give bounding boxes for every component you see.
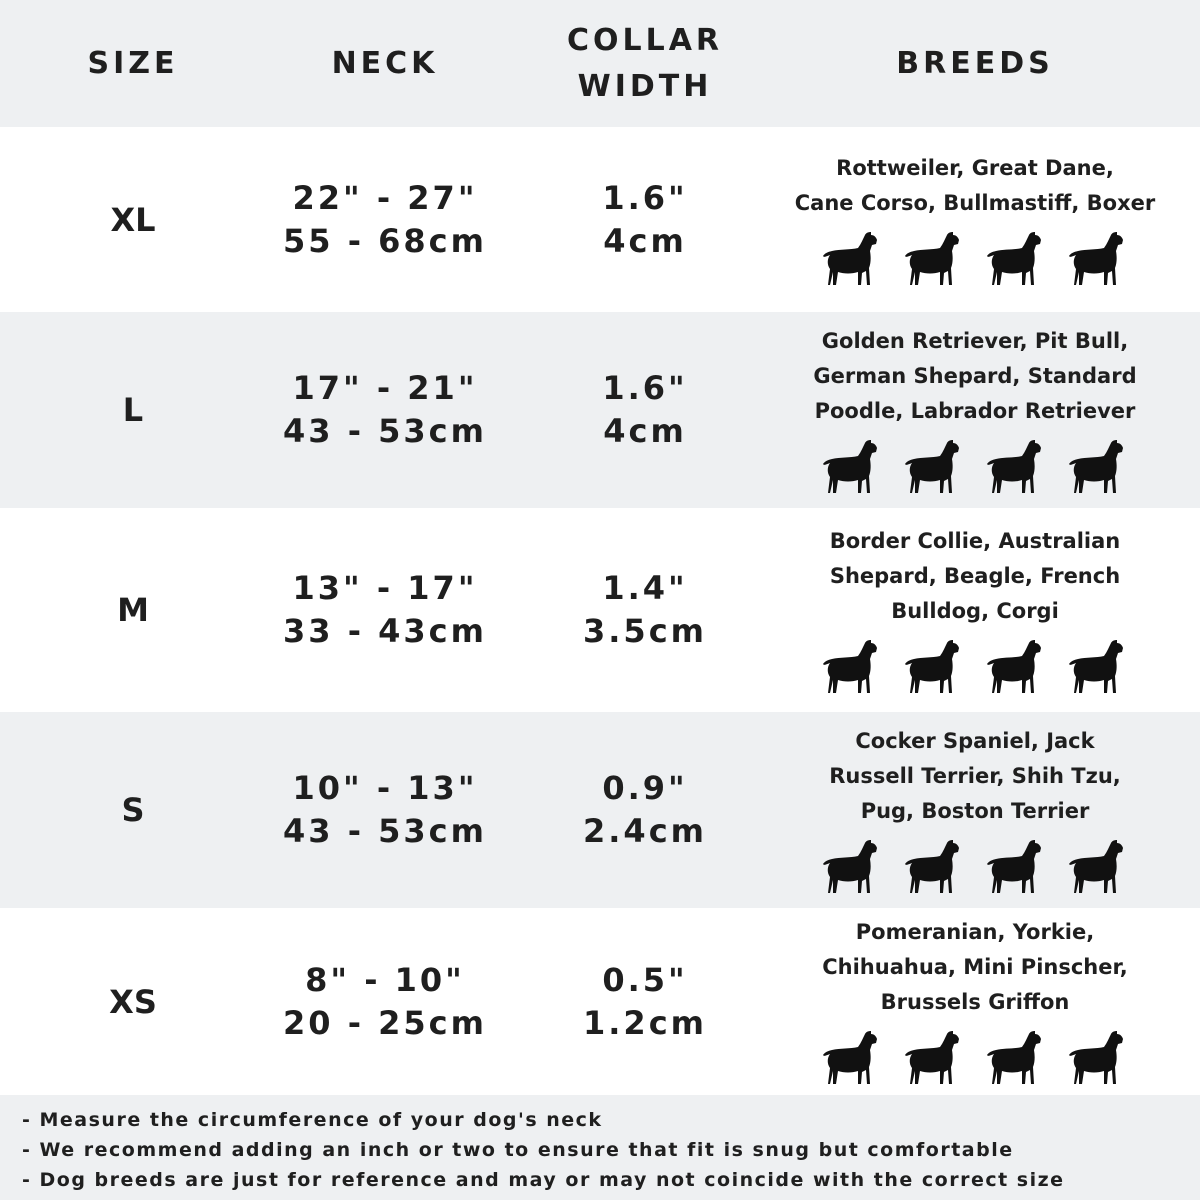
neck-cm: 33 - 43cm — [283, 612, 487, 650]
size-row: L 17" - 21" 43 - 53cm 1.6" 4cm Golden Retr… — [0, 312, 1200, 508]
collar-inches: 1.6" — [602, 369, 688, 407]
note: - We recommend adding an inch or two to … — [22, 1139, 1014, 1161]
note: - Dog breeds are just for reference and … — [22, 1169, 1065, 1191]
header-collar-line2: WIDTH — [577, 68, 713, 104]
labrador-icon — [905, 439, 959, 493]
french-bulldog-icon — [987, 639, 1041, 693]
golden-retriever-icon — [823, 439, 877, 493]
notes: - Measure the circumference of your dog'… — [0, 1095, 1200, 1200]
collar-inches: 1.4" — [602, 569, 688, 607]
neck-inches: 8" - 10" — [305, 960, 465, 999]
neck-inches: 17" - 21" — [292, 369, 478, 407]
breeds-line: Rottweiler, Great Dane, — [836, 155, 1114, 180]
collar-inches: 0.5" — [602, 960, 688, 999]
neck-inches: 22" - 27" — [292, 178, 478, 217]
breeds-line: German Shepard, Standard — [813, 363, 1137, 388]
size-label: S — [121, 791, 145, 829]
breeds-line: Shepard, Beagle, French — [829, 563, 1121, 588]
neck-inches: 13" - 17" — [292, 569, 478, 607]
size-label: M — [117, 591, 149, 629]
collar-cm: 4cm — [603, 412, 687, 450]
shih-tzu-icon — [987, 839, 1041, 893]
mini-pinscher-icon — [1069, 1031, 1123, 1084]
pomeranian-icon — [823, 1031, 877, 1084]
collar-cm: 1.2cm — [583, 1003, 707, 1042]
neck-cm: 20 - 25cm — [283, 1003, 487, 1042]
neck-inches: 10" - 13" — [292, 769, 478, 807]
breeds-line: Border Collie, Australian — [829, 528, 1121, 553]
breeds-line: Cane Corso, Bullmastiff, Boxer — [794, 190, 1156, 215]
rottweiler-icon — [823, 231, 877, 285]
note: - Measure the circumference of your dog'… — [22, 1109, 603, 1131]
breeds-line: Pomeranian, Yorkie, — [855, 920, 1095, 944]
great-dane-icon — [905, 231, 959, 285]
bullmastiff-icon — [1069, 231, 1123, 285]
breeds-line: Poodle, Labrador Retriever — [814, 398, 1136, 423]
neck-cm: 55 - 68cm — [283, 221, 487, 260]
doberman-icon — [987, 231, 1041, 285]
breeds-line: Chihuahua, Mini Pinscher, — [822, 955, 1128, 979]
size-label: XS — [109, 982, 157, 1021]
breeds-line: Pug, Boston Terrier — [860, 798, 1090, 823]
pug-icon — [1069, 839, 1123, 893]
table-header: SIZE NECK COLLAR WIDTH BREEDS — [0, 0, 1200, 127]
collar-inches: 0.9" — [602, 769, 688, 807]
size-row: XL 22" - 27" 55 - 68cm 1.6" 4cm Rottweiler… — [0, 127, 1200, 312]
neck-cm: 43 - 53cm — [283, 412, 487, 450]
beagle-icon — [905, 639, 959, 693]
size-row: S 10" - 13" 43 - 53cm 0.9" 2.4cm Cocker Sp… — [0, 712, 1200, 908]
breeds-line: Russell Terrier, Shih Tzu, — [829, 763, 1121, 788]
poodle-icon — [987, 439, 1041, 493]
header-breeds: BREEDS — [896, 45, 1054, 81]
german-shepherd-icon — [1069, 439, 1123, 493]
border-collie-icon — [823, 639, 877, 693]
breeds-line: Cocker Spaniel, Jack — [855, 728, 1095, 753]
breeds-line: Brussels Griffon — [880, 990, 1070, 1014]
collar-cm: 3.5cm — [583, 612, 707, 650]
header-neck: NECK — [331, 45, 439, 81]
yorkie-icon — [905, 1031, 959, 1084]
chihuahua-icon — [987, 1031, 1041, 1084]
collar-cm: 4cm — [603, 221, 687, 260]
jack-russell-icon — [905, 839, 959, 893]
size-row: M 13" - 17" 33 - 43cm 1.4" 3.5cm Border Co… — [0, 508, 1200, 712]
size-label: L — [122, 391, 144, 429]
size-label: XL — [110, 200, 156, 239]
breeds-line: Bulldog, Corgi — [891, 598, 1059, 623]
header-size: SIZE — [87, 45, 179, 81]
header-collar-line1: COLLAR — [566, 22, 724, 58]
breeds-line: Golden Retriever, Pit Bull, — [821, 328, 1129, 353]
collar-inches: 1.6" — [602, 178, 688, 217]
cocker-spaniel-icon — [823, 839, 877, 893]
corgi-icon — [1069, 639, 1123, 693]
neck-cm: 43 - 53cm — [283, 812, 487, 850]
collar-cm: 2.4cm — [583, 812, 707, 850]
size-row: XS 8" - 10" 20 - 25cm 0.5" 1.2cm Pomerania… — [0, 908, 1200, 1095]
